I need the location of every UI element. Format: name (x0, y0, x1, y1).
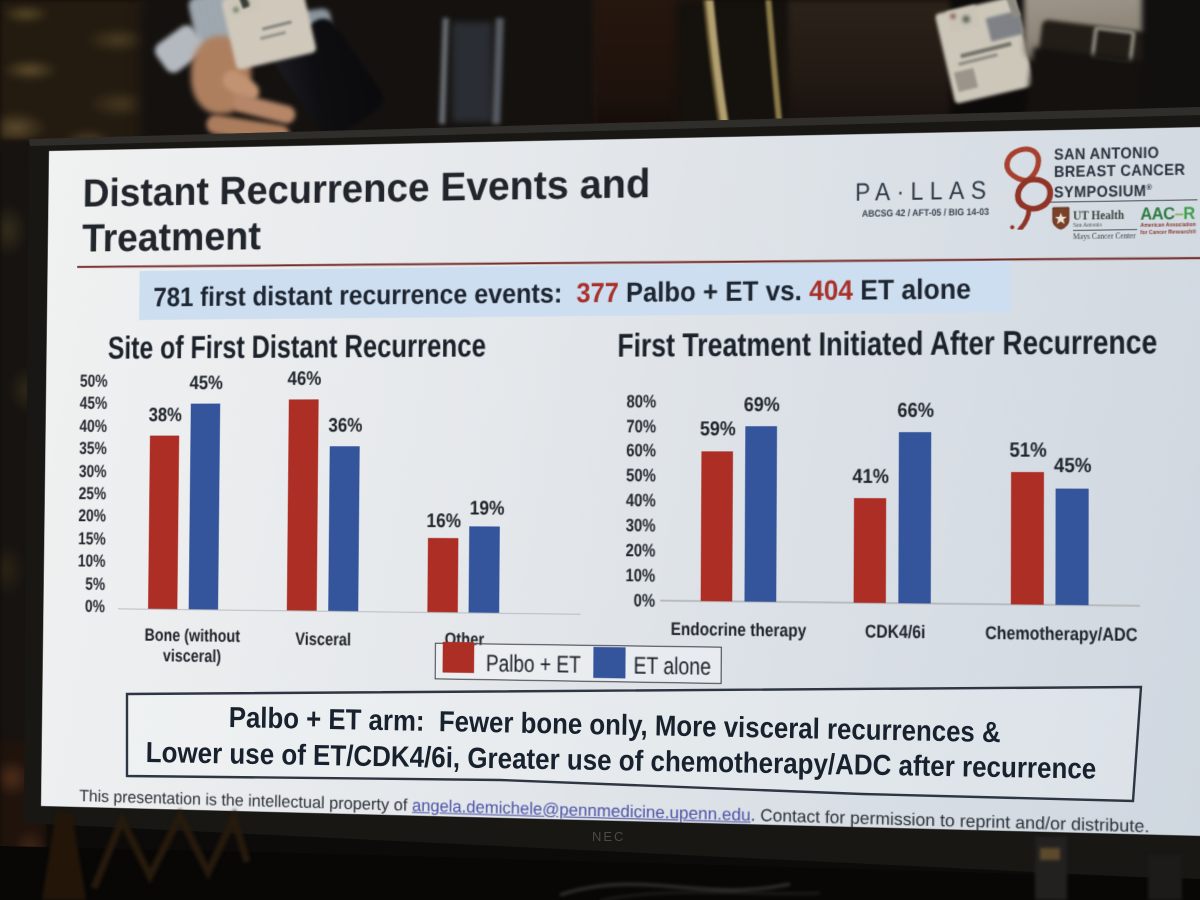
svg-text:NEC: NEC (592, 829, 625, 844)
